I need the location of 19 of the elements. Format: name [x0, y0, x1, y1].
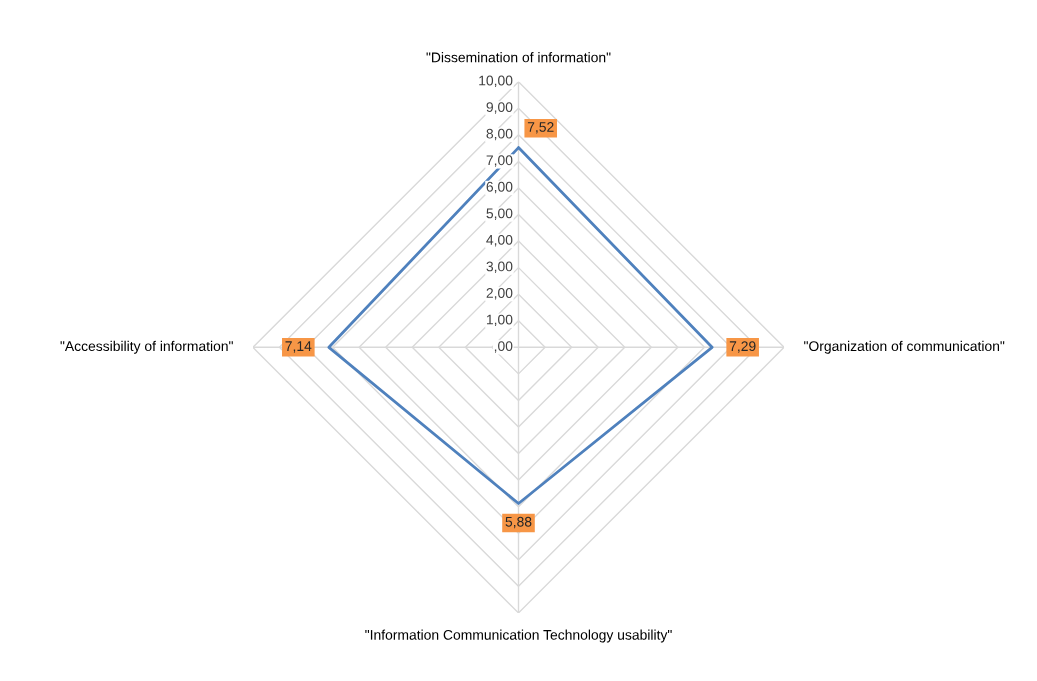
y-tick-label: 8,00: [486, 128, 513, 141]
y-tick-label: ,00: [494, 341, 513, 353]
y-tick-label: 9,00: [486, 102, 513, 114]
spoke-label: "Dissemination of information": [426, 52, 611, 63]
y-tick-label: 6,00: [486, 181, 513, 194]
y-tick-label: 3,00: [486, 261, 513, 273]
data-label: 7,29: [729, 341, 756, 353]
y-tick-label: 4,00: [486, 234, 513, 247]
y-tick-label: 2,00: [486, 288, 513, 300]
y-tick-label: 1,00: [486, 314, 513, 327]
y-tick-label: 5,00: [486, 208, 513, 220]
y-tick-label: 10,00: [479, 75, 513, 88]
spoke-label: "Organization of communication": [804, 340, 1005, 354]
data-label: 7,14: [285, 341, 312, 353]
data-label: 5,88: [505, 516, 532, 529]
spoke-label: "Accessibility of information": [60, 340, 233, 354]
y-tick-label: 7,00: [486, 155, 513, 167]
data-label: 7,52: [527, 122, 554, 134]
spoke-label: "Information Communication Technology usability": [365, 629, 672, 643]
